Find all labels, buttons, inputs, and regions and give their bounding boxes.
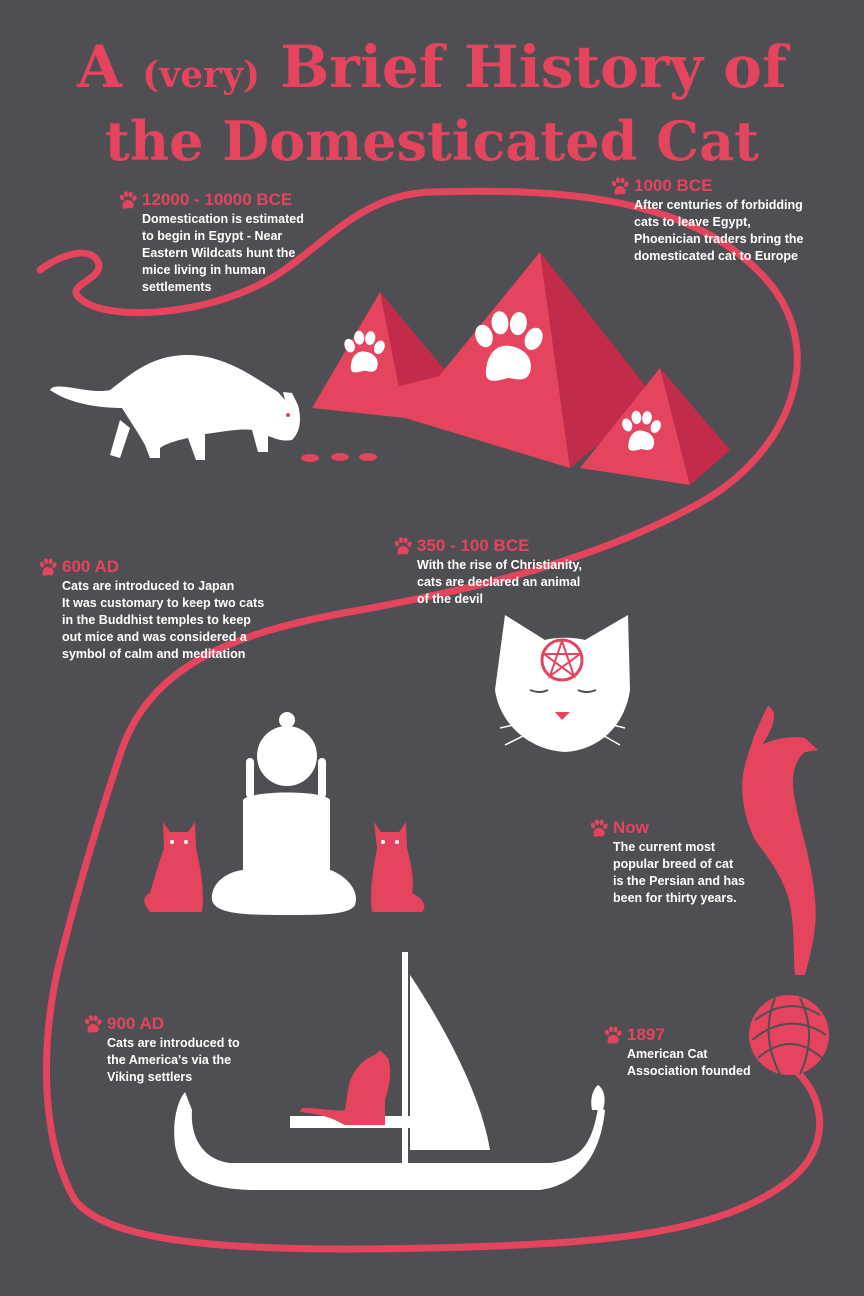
- event-text: Domestication is estimated to begin in E…: [142, 212, 304, 294]
- event-date: 1897: [627, 1025, 665, 1044]
- paw-icon: [393, 537, 413, 557]
- sitting-cat-icon: [144, 822, 203, 912]
- event-text: American Cat Association founded: [627, 1047, 751, 1078]
- paw-icon: [589, 819, 609, 839]
- event-date: 900 AD: [107, 1014, 165, 1033]
- event-america: 900 AD Cats are introduced to the Americ…: [83, 1014, 240, 1086]
- paw-icon: [603, 1026, 623, 1046]
- event-now: Now The current most popular breed of ca…: [589, 818, 745, 907]
- paw-icon: [83, 1015, 103, 1035]
- event-text: Cats are introduced to Japan It was cust…: [62, 579, 265, 661]
- cat-hunting-icon: [50, 354, 300, 460]
- paw-icon: [610, 177, 630, 197]
- title-word-a: A: [77, 33, 123, 101]
- event-date: 1000 BCE: [634, 176, 713, 195]
- falling-cat-icon: [742, 706, 818, 975]
- event-japan: 600 AD Cats are introduced to Japan It w…: [38, 557, 264, 663]
- title-word-very: (very): [142, 54, 261, 96]
- paw-icon: [118, 191, 138, 211]
- event-christianity: 350 - 100 BCE With the rise of Christian…: [393, 536, 582, 608]
- timeline-ribbon: [36, 187, 824, 1253]
- title-brief-history: Brief History of: [280, 33, 787, 101]
- mouse-icon: [301, 453, 377, 462]
- page-title: A (very) Brief History of the Domesticat…: [0, 34, 864, 174]
- event-date: Now: [613, 818, 649, 837]
- buddha-icon: [211, 712, 356, 915]
- event-date: 350 - 100 BCE: [417, 536, 530, 555]
- event-date: 600 AD: [62, 557, 120, 576]
- pentagram-cat-icon: [495, 615, 630, 752]
- event-text: After centuries of forbidding cats to le…: [634, 198, 804, 263]
- event-domestication: 12000 - 10000 BCE Domestication is estim…: [118, 190, 304, 296]
- title-line-2: the Domesticated Cat: [104, 109, 760, 173]
- event-text: Cats are introduced to the America's via…: [107, 1036, 240, 1084]
- sitting-cat-icon: [371, 822, 425, 912]
- event-text: With the rise of Christianity, cats are …: [417, 558, 582, 606]
- event-association: 1897 American Cat Association founded: [603, 1025, 751, 1080]
- pyramid-icon: [580, 368, 730, 485]
- event-date: 12000 - 10000 BCE: [142, 190, 293, 209]
- paw-icon: [38, 558, 58, 578]
- event-text: The current most popular breed of cat is…: [613, 840, 745, 905]
- yarn-ball-icon: [749, 995, 829, 1075]
- event-europe: 1000 BCE After centuries of forbidding c…: [610, 176, 803, 265]
- ship-cat-icon: [300, 1050, 391, 1125]
